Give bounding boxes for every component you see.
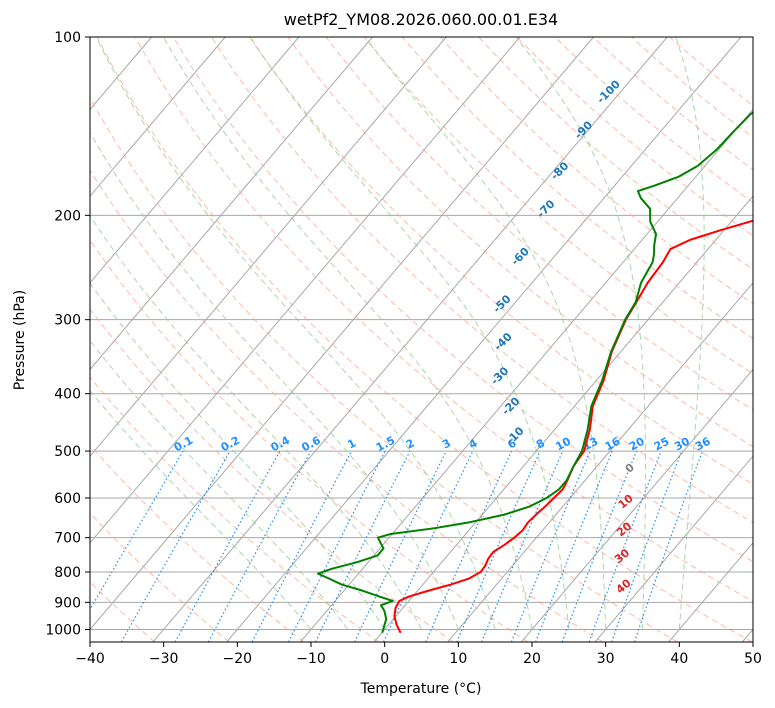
y-tick-label: 100 — [54, 30, 81, 46]
x-tick-label: 0 — [380, 651, 389, 667]
dry-adiabat-line — [592, 37, 753, 171]
moist-adiabat-line — [90, 339, 349, 630]
mixing-ratio-label: 16 — [603, 435, 623, 454]
moist-adiabat-line — [364, 37, 607, 630]
mixing-ratio-line — [314, 450, 411, 642]
dry-adiabat-line — [478, 37, 753, 271]
y-axis-title: Pressure (hPa) — [12, 290, 28, 390]
mixing-ratio-label: 36 — [693, 435, 713, 454]
x-tick-label: −30 — [149, 651, 179, 667]
moist-adiabat-line — [249, 37, 570, 630]
dry-adiabat-line — [211, 37, 753, 524]
mixing-ratio-label: 20 — [627, 435, 647, 454]
isotherm-line — [447, 282, 753, 642]
moist-adiabat-line — [90, 389, 312, 630]
mixing-ratio-label: 25 — [652, 435, 672, 454]
x-tick-label: 50 — [744, 651, 762, 667]
mixing-ratio-line — [633, 450, 704, 642]
isotherm-line — [90, 37, 226, 197]
y-tick-label: 300 — [54, 313, 81, 329]
isotherm-line — [90, 37, 373, 371]
x-tick-label: 30 — [597, 651, 615, 667]
x-tick-label: −10 — [296, 651, 326, 667]
mixing-ratio-line — [481, 450, 564, 642]
dry-adiabat-line — [90, 169, 604, 642]
y-tick-label: 400 — [54, 387, 81, 403]
plot-frame — [89, 36, 754, 643]
x-tick-label: −40 — [75, 651, 105, 667]
dry-adiabat-line — [90, 512, 230, 642]
mixing-ratio-line — [174, 450, 281, 642]
chart-title: wetPf2_YM08.2026.060.00.01.E34 — [284, 10, 558, 30]
axes: −40 −30 −20 −10 0 10 20 30 40 50 1000 900 800 700 600 5… — [45, 30, 762, 667]
dry-adiabat-line — [134, 37, 753, 603]
x-tick-label: −20 — [223, 651, 253, 667]
dry-adiabat-line — [96, 37, 753, 642]
moist-adiabat-line — [675, 37, 705, 630]
dry-adiabat-line — [440, 37, 753, 305]
mixing-ratio-line — [90, 450, 184, 611]
x-tick-label: 20 — [523, 651, 541, 667]
y-tick-label: 800 — [54, 565, 81, 581]
isotherm-line — [226, 37, 742, 642]
mixing-ratio-line — [354, 450, 447, 642]
mixing-ratio-line — [382, 450, 474, 642]
dewpoint-profile-line — [316, 111, 753, 634]
mixing-ratio-line — [120, 450, 231, 642]
y-tick-label: 700 — [54, 531, 81, 547]
moist-adiabat-line — [515, 37, 647, 630]
mixing-ratio-line — [456, 450, 541, 642]
mixing-ratio-label: 10 — [553, 435, 573, 454]
dry-adiabat-line — [249, 37, 753, 485]
isotherm-line — [520, 368, 753, 642]
isotherm-line — [152, 37, 668, 642]
background-grid — [90, 37, 753, 642]
y-tick-label: 600 — [54, 491, 81, 507]
moist-adiabat-line — [95, 37, 496, 630]
dry-adiabat-line — [90, 376, 380, 642]
isotherm-line — [90, 37, 447, 457]
moist-adiabat-line — [90, 282, 386, 630]
y-tick-label: 500 — [54, 444, 81, 460]
x-axis-title: Temperature (°C) — [360, 681, 482, 697]
isotherm-line — [90, 37, 300, 284]
moist-adiabat-line — [163, 37, 533, 630]
y-tick-label: 200 — [54, 208, 81, 224]
mixing-ratio-line — [425, 450, 513, 642]
x-tick-label: 10 — [449, 651, 467, 667]
y-tick-label: 900 — [54, 595, 81, 611]
dry-adiabat-line — [325, 37, 753, 411]
isotherm-line — [594, 455, 753, 642]
y-tick-label: 1000 — [45, 622, 81, 638]
temperature-profile-line — [393, 219, 753, 634]
moist-adiabat-line — [90, 214, 422, 630]
mixing-ratio-line — [207, 450, 312, 642]
dry-adiabat-line — [90, 97, 678, 642]
x-tick-label: 40 — [670, 651, 688, 667]
dry-adiabat-line — [287, 37, 753, 448]
isotherm-line — [90, 37, 521, 544]
isotherm-line — [373, 195, 753, 642]
profile-series — [316, 111, 753, 634]
dry-adiabat-line — [90, 239, 529, 642]
mixing-ratio-label: 30 — [672, 435, 692, 454]
isotherm-line — [90, 37, 594, 631]
mixing-ratio-line — [611, 450, 683, 642]
